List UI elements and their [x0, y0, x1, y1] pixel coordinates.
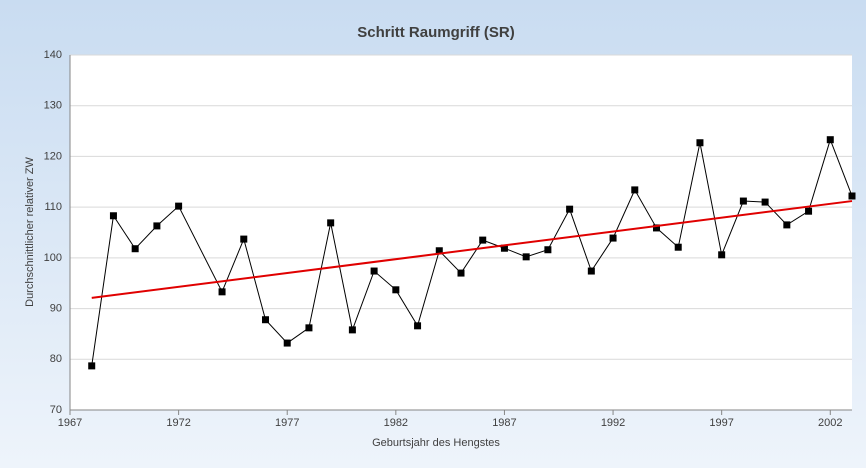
data-point	[522, 253, 530, 261]
chart-title: Schritt Raumgriff (SR)	[357, 24, 515, 41]
y-tick-label: 110	[44, 201, 62, 213]
x-tick-label: 1997	[709, 417, 733, 429]
data-point	[544, 246, 552, 254]
data-point	[783, 221, 791, 229]
data-point	[109, 212, 117, 220]
data-point	[153, 222, 161, 230]
data-point	[457, 269, 465, 277]
x-axis-title: Geburtsjahr des Hengstes	[372, 437, 500, 449]
trendline	[91, 200, 853, 299]
data-point	[566, 205, 574, 213]
data-point	[848, 192, 856, 200]
x-tick-label: 1977	[275, 417, 299, 429]
data-point	[609, 234, 617, 242]
data-point	[696, 139, 704, 147]
data-point	[435, 247, 443, 255]
data-point	[240, 235, 248, 243]
data-point	[348, 326, 356, 334]
data-point	[131, 245, 139, 253]
data-point	[262, 316, 269, 324]
y-tick-label: 70	[50, 404, 62, 416]
data-point	[761, 198, 769, 206]
data-point	[826, 136, 834, 144]
data-point	[392, 286, 400, 294]
data-point	[414, 322, 422, 330]
y-tick-label: 140	[44, 49, 62, 61]
y-tick-label: 90	[50, 302, 62, 314]
y-tick-label: 80	[50, 353, 62, 365]
data-point	[88, 362, 96, 370]
data-point	[718, 251, 726, 259]
data-point	[805, 207, 813, 215]
y-tick-label: 120	[44, 150, 62, 162]
data-point	[631, 186, 639, 194]
y-tick-label: 100	[44, 252, 62, 264]
data-point	[479, 236, 487, 244]
data-point	[327, 219, 335, 227]
data-point	[283, 339, 291, 347]
data-point	[587, 267, 595, 275]
data-point	[500, 244, 508, 252]
plot-area	[70, 55, 852, 410]
x-tick-label: 1982	[384, 417, 408, 429]
data-point	[674, 243, 682, 251]
x-tick-label: 1987	[492, 417, 516, 429]
x-tick-label: 2002	[818, 417, 842, 429]
data-point	[218, 288, 226, 296]
x-tick-label: 1992	[601, 417, 625, 429]
data-point	[305, 324, 313, 332]
x-tick-label: 1967	[58, 417, 82, 429]
data-point	[653, 224, 660, 232]
data-point	[370, 267, 378, 275]
data-point	[175, 202, 183, 210]
y-tick-label: 130	[44, 100, 62, 112]
x-tick-label: 1972	[166, 417, 190, 429]
y-axis-title: Durchschnittlicher relativer ZW	[24, 157, 36, 307]
data-point	[739, 197, 747, 205]
